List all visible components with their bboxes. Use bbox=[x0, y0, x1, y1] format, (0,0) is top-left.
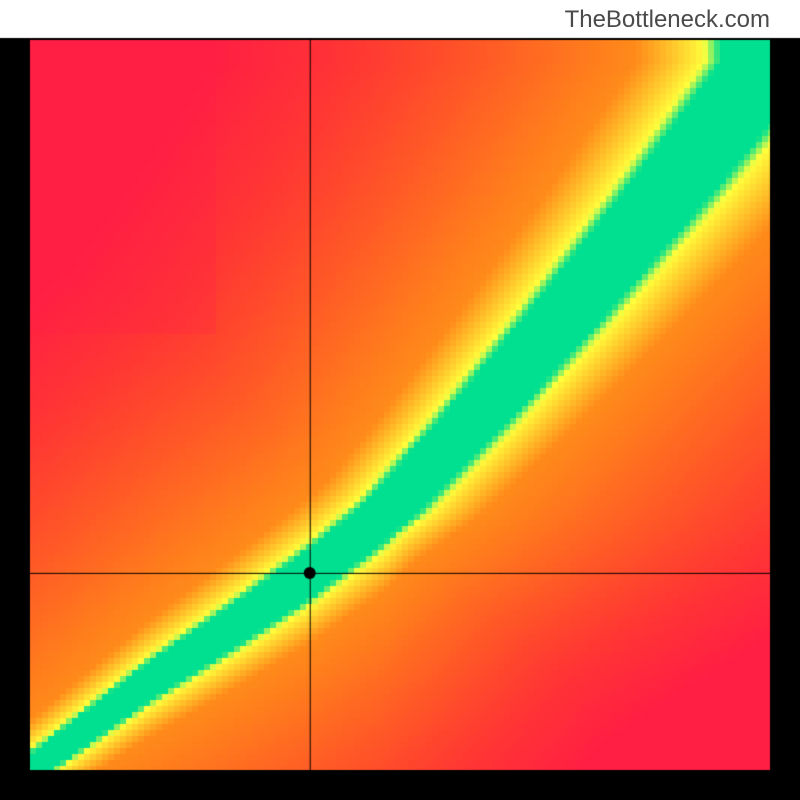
watermark-text: TheBottleneck.com bbox=[565, 6, 770, 34]
chart-container: TheBottleneck.com bbox=[0, 0, 800, 800]
heatmap-canvas bbox=[0, 0, 800, 800]
